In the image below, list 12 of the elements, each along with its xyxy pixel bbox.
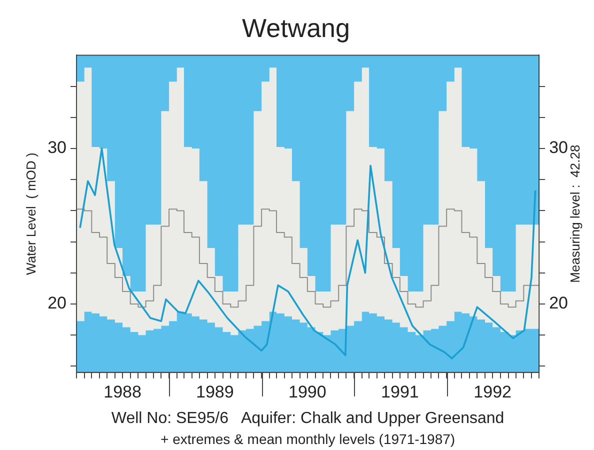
y-axis-title: Water Level ( mOD ) — [23, 152, 38, 275]
x-tick-label: 1991 — [381, 382, 419, 402]
x-tick-label: 1990 — [288, 382, 326, 402]
chart-title: Wetwang — [242, 12, 350, 43]
y2-tick-label: 20 — [549, 294, 568, 313]
x-axis-title: Well No: SE95/6 Aquifer: Chalk and Upper Greensand — [111, 410, 504, 427]
x-tick-label: 1989 — [196, 382, 234, 402]
x-tick-label: 1992 — [474, 382, 512, 402]
x-tick-label: 1988 — [104, 382, 142, 402]
y2-axis-title: Measuring level : 42.28 — [568, 144, 583, 283]
y2-tick-label: 30 — [549, 138, 568, 158]
text: + extremes & mean monthly levels (1971-1987) — [160, 431, 456, 447]
